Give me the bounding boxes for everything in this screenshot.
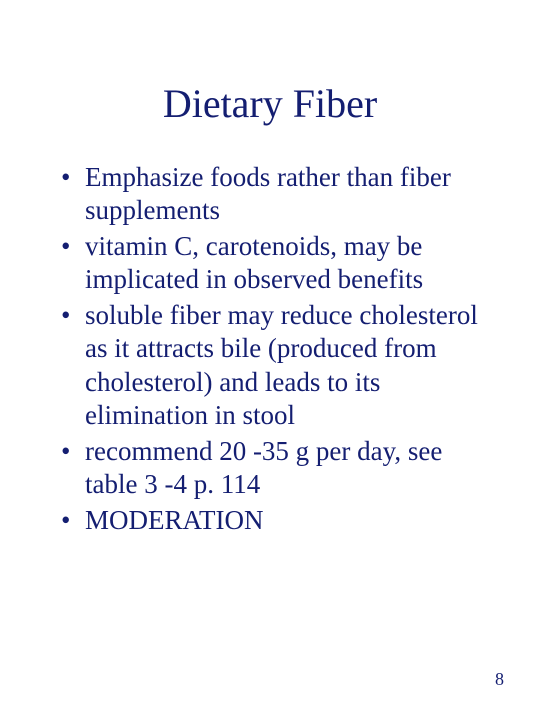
slide-title: Dietary Fiber (55, 80, 485, 127)
bullet-text: MODERATION (85, 505, 264, 535)
bullet-text: soluble fiber may reduce cholesterol as … (85, 300, 478, 430)
bullet-item: recommend 20 -35 g per day, see table 3 … (55, 435, 485, 502)
bullet-item: vitamin C, carotenoids, may be implicate… (55, 230, 485, 297)
bullet-item: MODERATION (55, 504, 485, 537)
bullet-item: Emphasize foods rather than fiber supple… (55, 161, 485, 228)
bullet-text: recommend 20 -35 g per day, see table 3 … (85, 436, 442, 499)
slide-container: Dietary Fiber Emphasize foods rather tha… (0, 0, 540, 720)
page-number: 8 (495, 669, 504, 690)
bullet-text: Emphasize foods rather than fiber supple… (85, 162, 451, 225)
bullet-item: soluble fiber may reduce cholesterol as … (55, 299, 485, 433)
bullet-text: vitamin C, carotenoids, may be implicate… (85, 231, 423, 294)
bullet-list: Emphasize foods rather than fiber supple… (55, 161, 485, 537)
